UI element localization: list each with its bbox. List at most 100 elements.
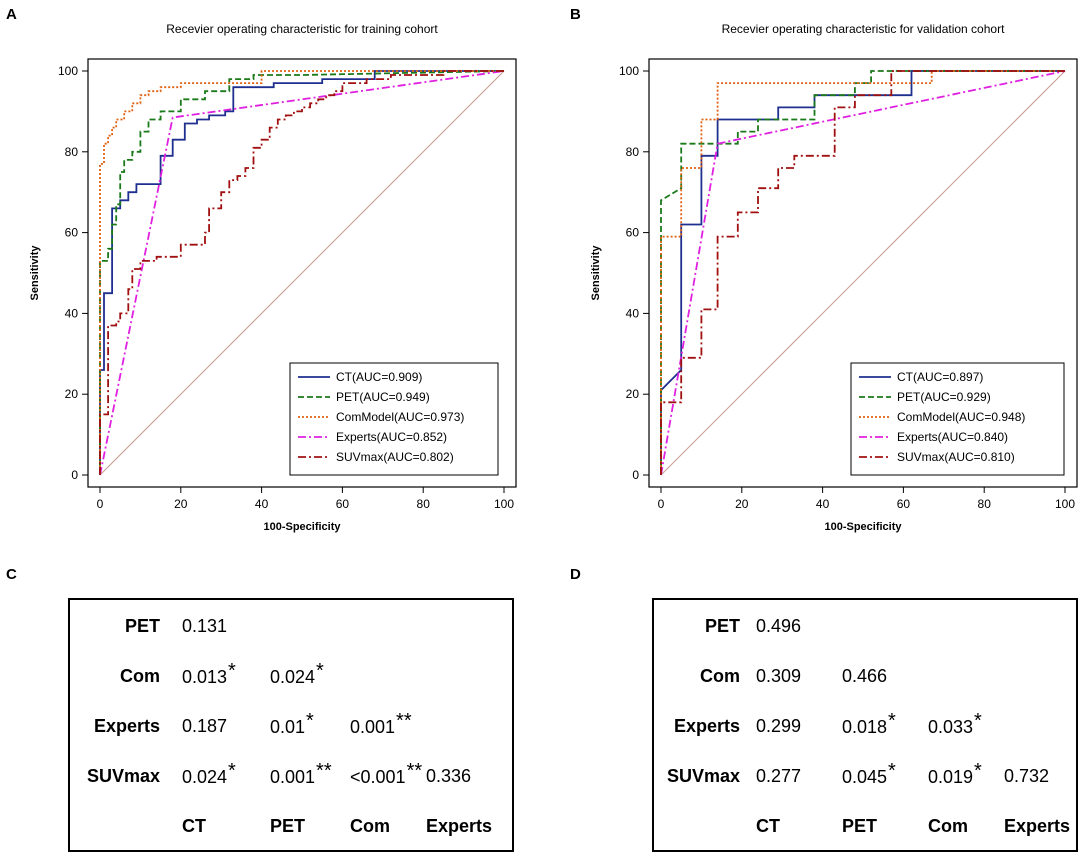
table1-cell-3-2: 0.019* bbox=[928, 760, 982, 789]
table0-cell-1-0: 0.013* bbox=[182, 660, 236, 689]
table0-row-label-0: PET bbox=[124, 616, 160, 636]
chart1-series-1-line bbox=[660, 70, 1065, 475]
pvalue-table-validation: PET Com Experts SUVmax CT PET Com Experts 0.496 0… bbox=[652, 598, 1078, 852]
table0-cell-value-1-0: 0.013 bbox=[182, 667, 228, 687]
table0-cell-value-3-1: 0.001 bbox=[270, 767, 316, 787]
chart1-ytick-label-0: 0 bbox=[632, 468, 639, 482]
chart0-legend-box bbox=[289, 362, 499, 476]
chart0-xlabel: 100-Specificity bbox=[263, 521, 341, 533]
chart0-xtick-label-3: 60 bbox=[336, 497, 350, 511]
chart0-ytick-label-5: 100 bbox=[58, 64, 78, 78]
table1-cell-value-3-0: 0.277 bbox=[756, 766, 802, 786]
table0-cell-significance-1-0: * bbox=[228, 660, 236, 682]
table1-cell-3-0: 0.277 bbox=[756, 766, 801, 787]
chart0-plot-frame bbox=[87, 58, 517, 488]
table1-col-label-1: PET bbox=[842, 816, 878, 836]
table0-cell-3-3: 0.336 bbox=[426, 766, 471, 787]
roc-chart-validation: Recevier operating characteristic for va… bbox=[590, 22, 1078, 533]
table0-cell-value-3-2: <0.001 bbox=[350, 767, 406, 787]
chart1-ylabel: Sensitivity bbox=[590, 245, 602, 301]
table0-cell-value-2-2: 0.001 bbox=[350, 717, 396, 737]
table0-row-label-2: Experts bbox=[93, 716, 160, 736]
table0-cell-value-2-0: 0.187 bbox=[182, 716, 228, 736]
table0-cell-value-0-0: 0.131 bbox=[182, 616, 228, 636]
chart1-legend-label-1: PET(AUC=0.929) bbox=[897, 390, 991, 404]
table1-row-label-1: Com bbox=[700, 666, 740, 686]
table0-col-label-1: PET bbox=[270, 816, 306, 836]
table1-cell-value-1-1: 0.466 bbox=[842, 666, 888, 686]
chart1-xtick-label-1: 20 bbox=[735, 497, 749, 511]
table1-cell-value-3-3: 0.732 bbox=[1004, 766, 1050, 786]
table1-cell-value-1-0: 0.309 bbox=[756, 666, 802, 686]
chart0-title: Recevier operating characteristic for tr… bbox=[166, 22, 438, 36]
table1-cell-3-3: 0.732 bbox=[1004, 766, 1049, 787]
table0-cell-significance-3-2: ** bbox=[406, 760, 423, 782]
panel-label-a: A bbox=[6, 6, 17, 23]
table1-cell-2-1: 0.018* bbox=[842, 710, 896, 739]
table1-cell-2-0: 0.299 bbox=[756, 716, 801, 737]
chart1-ytick-label-4: 80 bbox=[626, 145, 640, 159]
chart0-series-1-line bbox=[99, 70, 505, 475]
table1-col-label-3: Experts bbox=[1004, 816, 1071, 836]
chart0-ytick-label-4: 80 bbox=[65, 145, 79, 159]
chart1-legend-label-4: SUVmax(AUC=0.810) bbox=[897, 450, 1015, 464]
chart1-xtick-label-0: 0 bbox=[658, 497, 665, 511]
table0-cell-1-1: 0.024* bbox=[270, 660, 324, 689]
table0-cell-3-2: <0.001** bbox=[350, 760, 422, 789]
table1-cell-significance-2-1: * bbox=[888, 710, 896, 732]
table1-col-label-0: CT bbox=[756, 816, 780, 836]
table1-cell-1-1: 0.466 bbox=[842, 666, 887, 687]
chart0-reference-line bbox=[99, 70, 505, 476]
chart1-legend-label-2: ComModel(AUC=0.948) bbox=[897, 410, 1025, 424]
chart1-series-4-line bbox=[660, 70, 1065, 475]
chart1-legend-label-3: Experts(AUC=0.840) bbox=[897, 430, 1008, 444]
table0-cell-value-2-1: 0.01 bbox=[270, 717, 306, 737]
chart1-xtick-label-5: 100 bbox=[1055, 497, 1075, 511]
table0-cell-significance-2-2: ** bbox=[396, 710, 412, 732]
table0-cell-significance-3-1: ** bbox=[316, 760, 332, 782]
chart1-xtick-label-4: 80 bbox=[978, 497, 992, 511]
chart1-title: Recevier operating characteristic for va… bbox=[722, 22, 1005, 36]
table1-cell-significance-3-2: * bbox=[974, 760, 982, 782]
table1-cell-1-0: 0.309 bbox=[756, 666, 801, 687]
table1-cell-value-2-2: 0.033 bbox=[928, 717, 974, 737]
table0-cell-2-1: 0.01* bbox=[270, 710, 314, 739]
chart0-ytick-label-1: 20 bbox=[65, 387, 79, 401]
table0-cell-2-2: 0.001** bbox=[350, 710, 412, 739]
table0-cell-0-0: 0.131 bbox=[182, 616, 227, 637]
chart0-xtick-label-1: 20 bbox=[174, 497, 188, 511]
chart1-series-2-line bbox=[660, 70, 1065, 475]
table1-cell-3-1: 0.045* bbox=[842, 760, 896, 789]
table1-cell-2-2: 0.033* bbox=[928, 710, 982, 739]
table0-col-label-3: Experts bbox=[426, 816, 493, 836]
table0-col-label-2: Com bbox=[350, 816, 390, 836]
chart0-xtick-label-4: 80 bbox=[417, 497, 431, 511]
table0-cell-value-1-1: 0.024 bbox=[270, 667, 316, 687]
table0-cell-3-0: 0.024* bbox=[182, 760, 236, 789]
chart1-ytick-label-1: 20 bbox=[626, 387, 640, 401]
table1-cell-value-0-0: 0.496 bbox=[756, 616, 802, 636]
table1-cell-significance-3-1: * bbox=[888, 760, 896, 782]
chart0-legend-label-1: PET(AUC=0.949) bbox=[336, 390, 430, 404]
table0-cell-value-3-0: 0.024 bbox=[182, 767, 228, 787]
chart1-ytick-label-3: 60 bbox=[626, 226, 640, 240]
table1-cell-0-0: 0.496 bbox=[756, 616, 801, 637]
chart0-legend-label-4: SUVmax(AUC=0.802) bbox=[336, 450, 454, 464]
chart1-reference-line bbox=[660, 70, 1066, 476]
pvalue-table-training: PET Com Experts SUVmax CT PET Com Experts 0.131 0… bbox=[68, 598, 514, 852]
chart1-xtick-label-2: 40 bbox=[816, 497, 830, 511]
table1-row-label-2: Experts bbox=[673, 716, 740, 736]
panel-label-c: C bbox=[6, 566, 17, 583]
table0-cell-significance-1-1: * bbox=[316, 660, 324, 682]
chart0-ytick-label-3: 60 bbox=[65, 226, 79, 240]
table1-cell-value-2-1: 0.018 bbox=[842, 717, 888, 737]
chart1-series-3-line bbox=[660, 70, 1066, 476]
panel-label-b: B bbox=[570, 6, 581, 23]
chart0-series-4-line bbox=[99, 70, 504, 475]
chart1-ytick-label-5: 100 bbox=[619, 64, 639, 78]
chart0-xtick-label-2: 40 bbox=[255, 497, 269, 511]
chart0-legend-label-2: ComModel(AUC=0.973) bbox=[336, 410, 464, 424]
chart0-legend-label-3: Experts(AUC=0.852) bbox=[336, 430, 447, 444]
table1-cell-value-2-0: 0.299 bbox=[756, 716, 802, 736]
table0-cell-2-0: 0.187 bbox=[182, 716, 227, 737]
